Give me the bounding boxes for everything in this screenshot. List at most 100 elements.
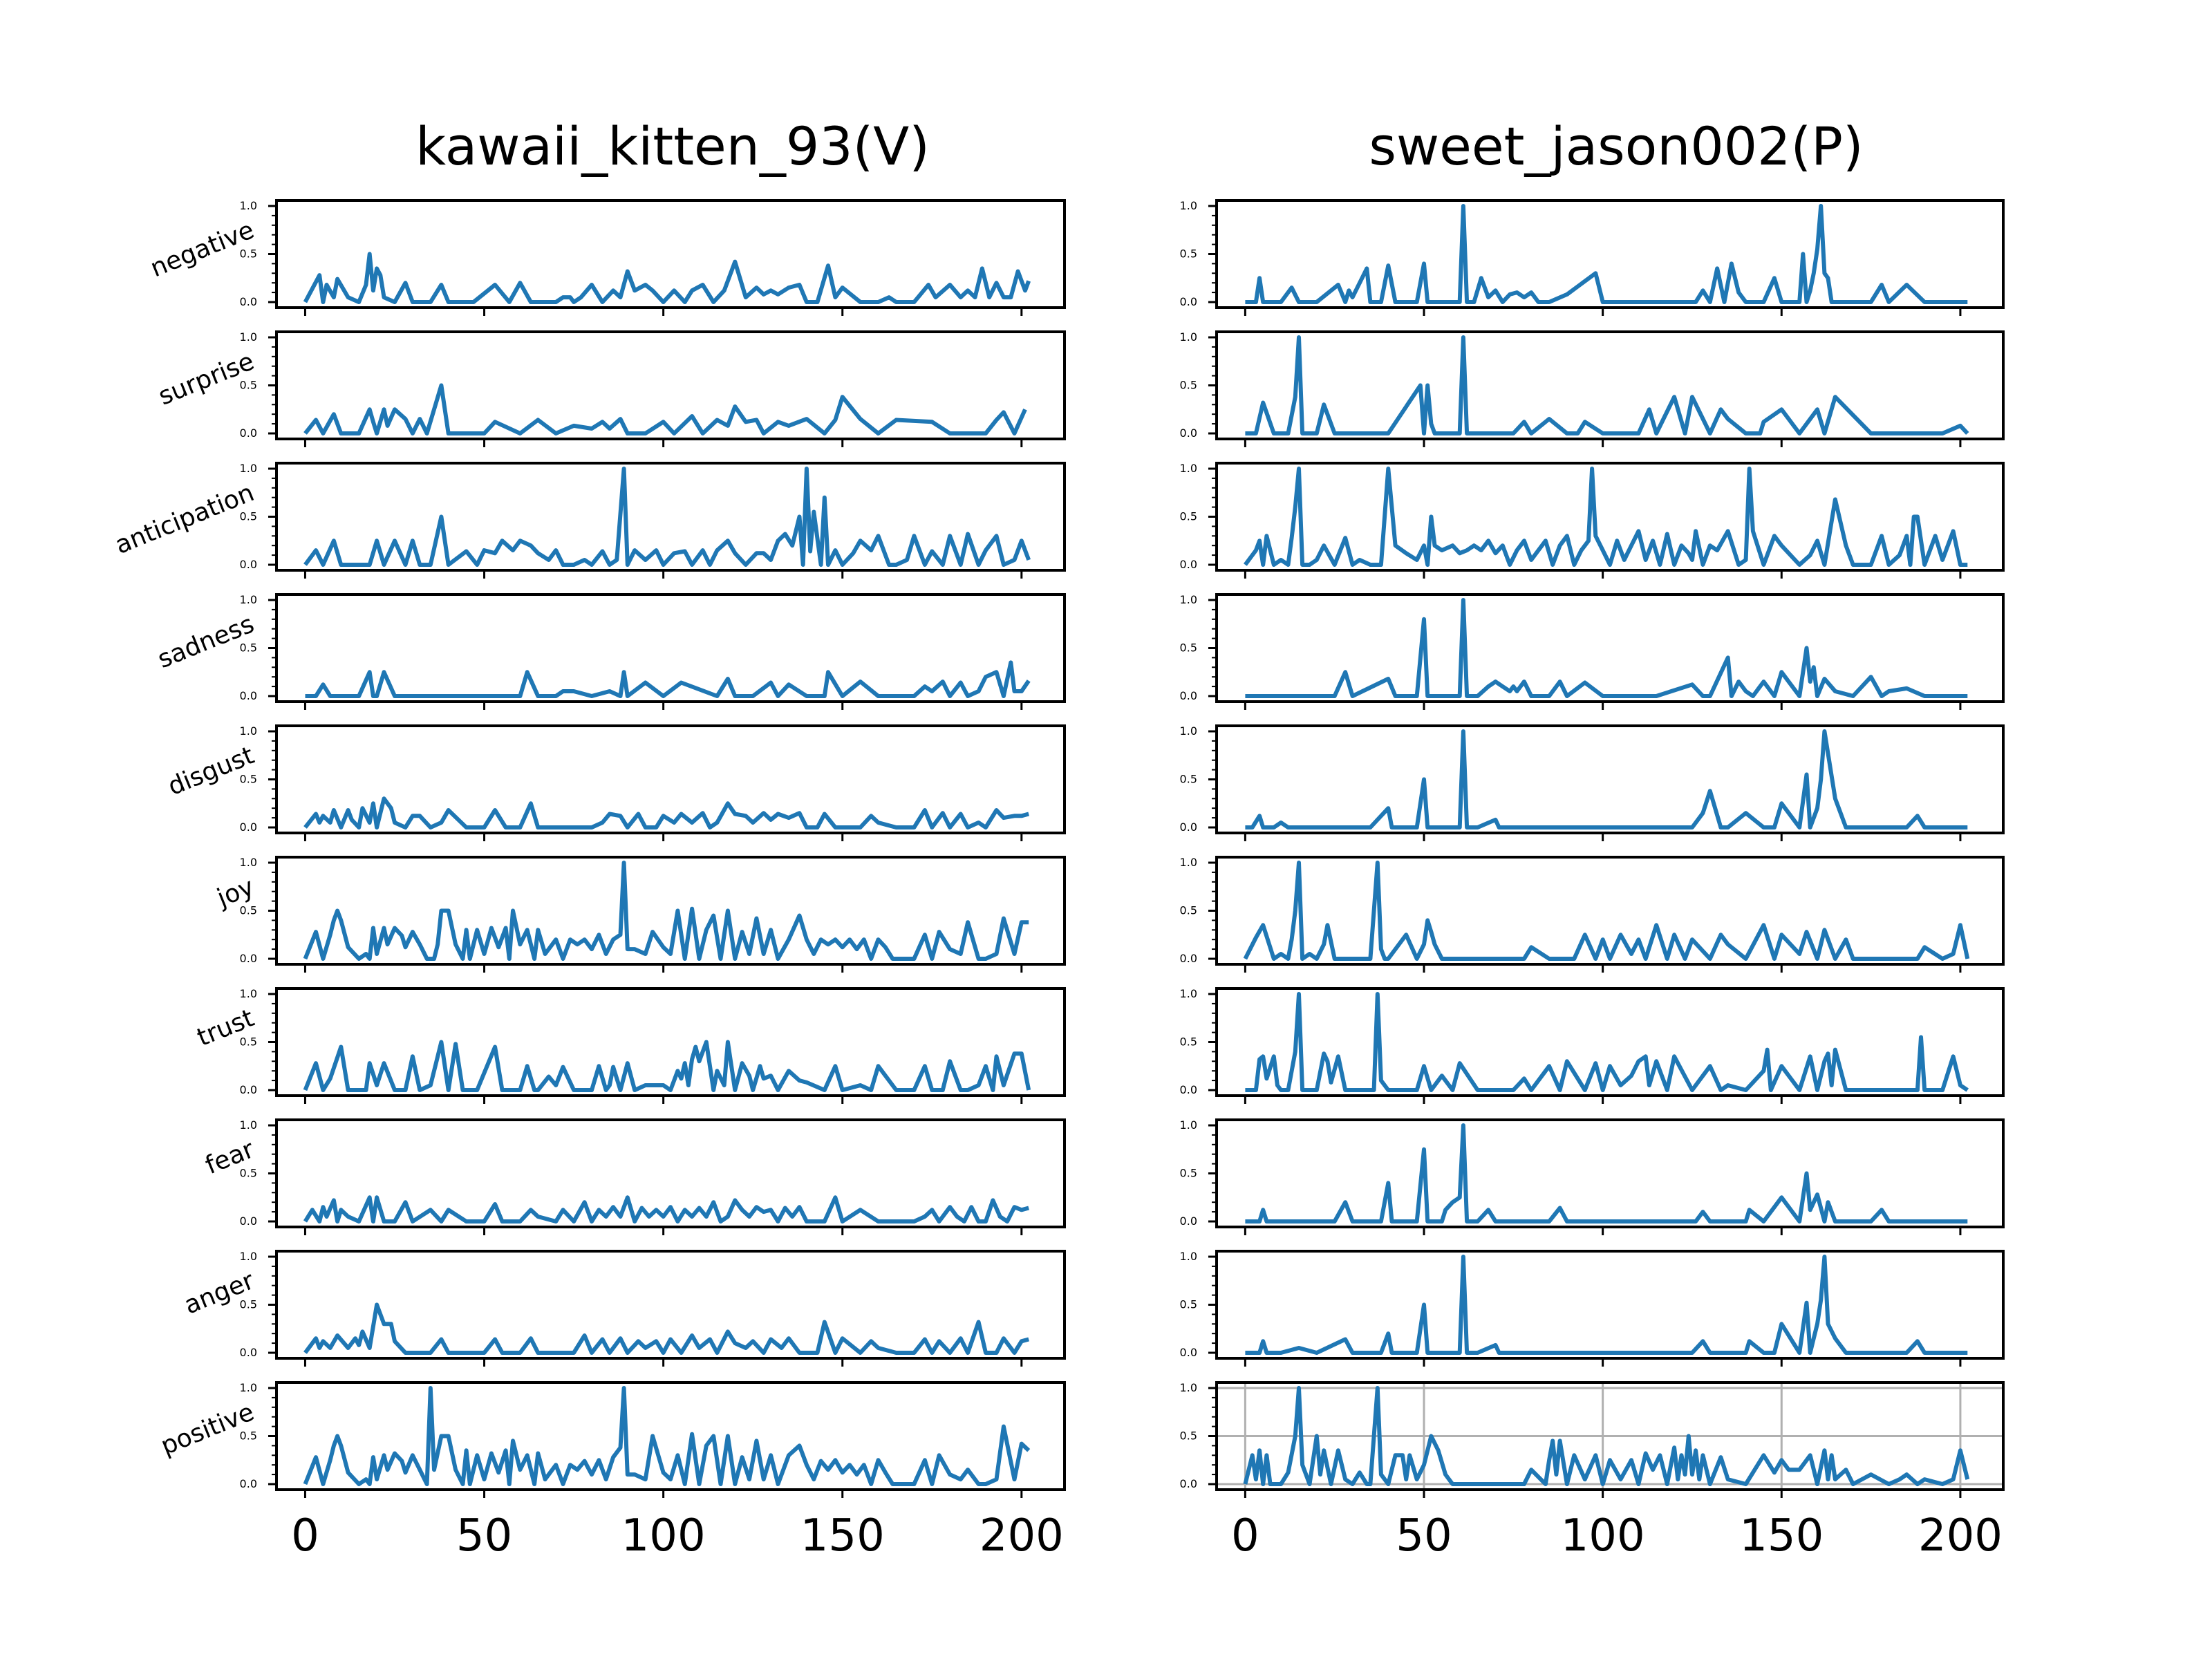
y-tick-label: 1.0	[240, 462, 257, 475]
series-line-sadness	[305, 660, 1031, 698]
series-line-disgust	[303, 796, 1029, 830]
series-line-positive	[1243, 1386, 1970, 1486]
y-tick-label: 0.5	[1180, 247, 1197, 261]
series-line-fear	[1245, 1123, 1968, 1224]
y-tick-label: 0.0	[240, 952, 257, 965]
y-tick-label: 1.0	[240, 856, 257, 869]
panel-1-sadness: 0.0 0.5 1.0	[1180, 593, 2005, 710]
panel-1-surprise: 0.0 0.5 1.0	[1180, 330, 2005, 447]
panel-1-joy: 0.0 0.5 1.0	[1180, 856, 2005, 973]
y-tick-label: 1.0	[1180, 856, 1197, 869]
panel-1-anger: 0.0 0.5 1.0	[1180, 1250, 2005, 1367]
y-tick-label: 0.5	[240, 1430, 257, 1443]
y-tick-label: 1.0	[1180, 462, 1197, 475]
right-column-title: sweet_jason002(P)	[1369, 115, 1863, 177]
series-line-fear	[303, 1195, 1029, 1224]
panel-1-disgust: 0.0 0.5 1.0	[1180, 724, 2005, 841]
y-tick-label: 0.0	[1180, 1346, 1197, 1359]
y-tick-label: 0.5	[240, 247, 257, 261]
series-line-anticipation	[303, 467, 1031, 567]
x-tick-label: 150	[800, 1510, 885, 1562]
y-tick-label: 1.0	[1180, 1250, 1197, 1263]
y-tick-label: 0.0	[240, 1215, 257, 1228]
y-tick-label: 1.0	[1180, 1381, 1197, 1394]
y-tick-label: 1.0	[240, 199, 257, 212]
series-line-negative	[1245, 204, 1968, 304]
y-tick-label: 0.5	[1180, 1167, 1197, 1180]
x-tick-label: 200	[1918, 1510, 2003, 1562]
x-tick-label: 0	[291, 1510, 319, 1562]
series-line-negative	[303, 252, 1031, 304]
y-tick-label: 0.5	[1180, 904, 1197, 917]
y-tick-label: 1.0	[1180, 987, 1197, 1000]
y-tick-label: 0.0	[240, 689, 257, 702]
panel-1-negative: 0.0 0.5 1.0	[1180, 199, 2005, 316]
x-tick-label: 100	[1561, 1510, 1645, 1562]
y-tick-label: 0.0	[240, 1477, 257, 1490]
y-tick-label: 0.5	[240, 904, 257, 917]
y-tick-label: 0.5	[240, 510, 257, 523]
y-tick-label: 1.0	[240, 1118, 257, 1132]
panel-1-anticipation: 0.0 0.5 1.0	[1180, 462, 2005, 579]
y-tick-label: 0.5	[1180, 379, 1197, 392]
series-line-trust	[303, 1040, 1031, 1092]
y-tick-label: 0.0	[1180, 558, 1197, 571]
y-tick-label: 1.0	[240, 1250, 257, 1263]
y-tick-label: 0.0	[1180, 952, 1197, 965]
y-tick-label: 0.0	[240, 1346, 257, 1359]
series-line-joy	[1243, 861, 1970, 961]
y-tick-label: 0.5	[240, 1298, 257, 1311]
y-tick-label: 0.5	[1180, 510, 1197, 523]
y-tick-label: 0.0	[240, 558, 257, 571]
y-tick-label: 1.0	[1180, 593, 1197, 606]
y-tick-label: 1.0	[240, 724, 257, 738]
panel-1-trust: 0.0 0.5 1.0	[1180, 987, 2005, 1104]
y-tick-label: 1.0	[240, 593, 257, 606]
y-tick-label: 1.0	[240, 987, 257, 1000]
x-tick-label: 0	[1231, 1510, 1259, 1562]
series-line-anger	[303, 1302, 1029, 1355]
series-line-anger	[1245, 1255, 1968, 1355]
y-tick-label: 0.0	[1180, 1083, 1197, 1096]
series-line-joy	[303, 861, 1029, 961]
panel-1-positive: 0.0 0.5 1.0 0 50 100 150 200	[1180, 1381, 2005, 1562]
series-line-surprise	[303, 383, 1027, 435]
y-tick-label: 0.5	[240, 1035, 257, 1049]
x-tick-label: 50	[456, 1510, 512, 1562]
y-tick-label: 0.0	[1180, 1215, 1197, 1228]
x-tick-label: 100	[621, 1510, 706, 1562]
x-tick-label: 50	[1396, 1510, 1452, 1562]
y-tick-label: 0.0	[1180, 689, 1197, 702]
y-tick-label: 0.5	[1180, 773, 1197, 786]
y-tick-label: 0.5	[1180, 1430, 1197, 1443]
series-line-disgust	[1245, 729, 1968, 830]
y-tick-label: 0.5	[1180, 1298, 1197, 1311]
y-tick-label: 0.5	[1180, 1035, 1197, 1049]
y-tick-label: 0.0	[240, 295, 257, 308]
series-line-positive	[303, 1386, 1031, 1486]
y-tick-label: 0.0	[1180, 821, 1197, 834]
y-tick-label: 0.0	[240, 821, 257, 834]
y-tick-label: 0.5	[240, 641, 257, 655]
series-line-surprise	[1245, 335, 1969, 435]
y-tick-label: 1.0	[240, 330, 257, 344]
y-tick-label: 0.0	[1180, 295, 1197, 308]
series-line-sadness	[1245, 598, 1968, 698]
x-tick-label: 200	[980, 1510, 1064, 1562]
y-tick-label: 1.0	[1180, 199, 1197, 212]
y-tick-label: 0.0	[240, 1083, 257, 1096]
y-tick-label: 1.0	[1180, 724, 1197, 738]
y-tick-label: 0.5	[240, 379, 257, 392]
x-tick-label: 150	[1739, 1510, 1824, 1562]
y-tick-label: 0.0	[1180, 1477, 1197, 1490]
y-tick-label: 0.0	[240, 427, 257, 440]
series-line-anticipation	[1243, 467, 1968, 567]
y-tick-label: 0.5	[240, 773, 257, 786]
series-line-trust	[1245, 992, 1969, 1092]
panel-1-fear: 0.0 0.5 1.0	[1180, 1118, 2005, 1235]
y-tick-label: 1.0	[240, 1381, 257, 1394]
y-tick-label: 0.5	[1180, 641, 1197, 655]
y-tick-label: 0.0	[1180, 427, 1197, 440]
